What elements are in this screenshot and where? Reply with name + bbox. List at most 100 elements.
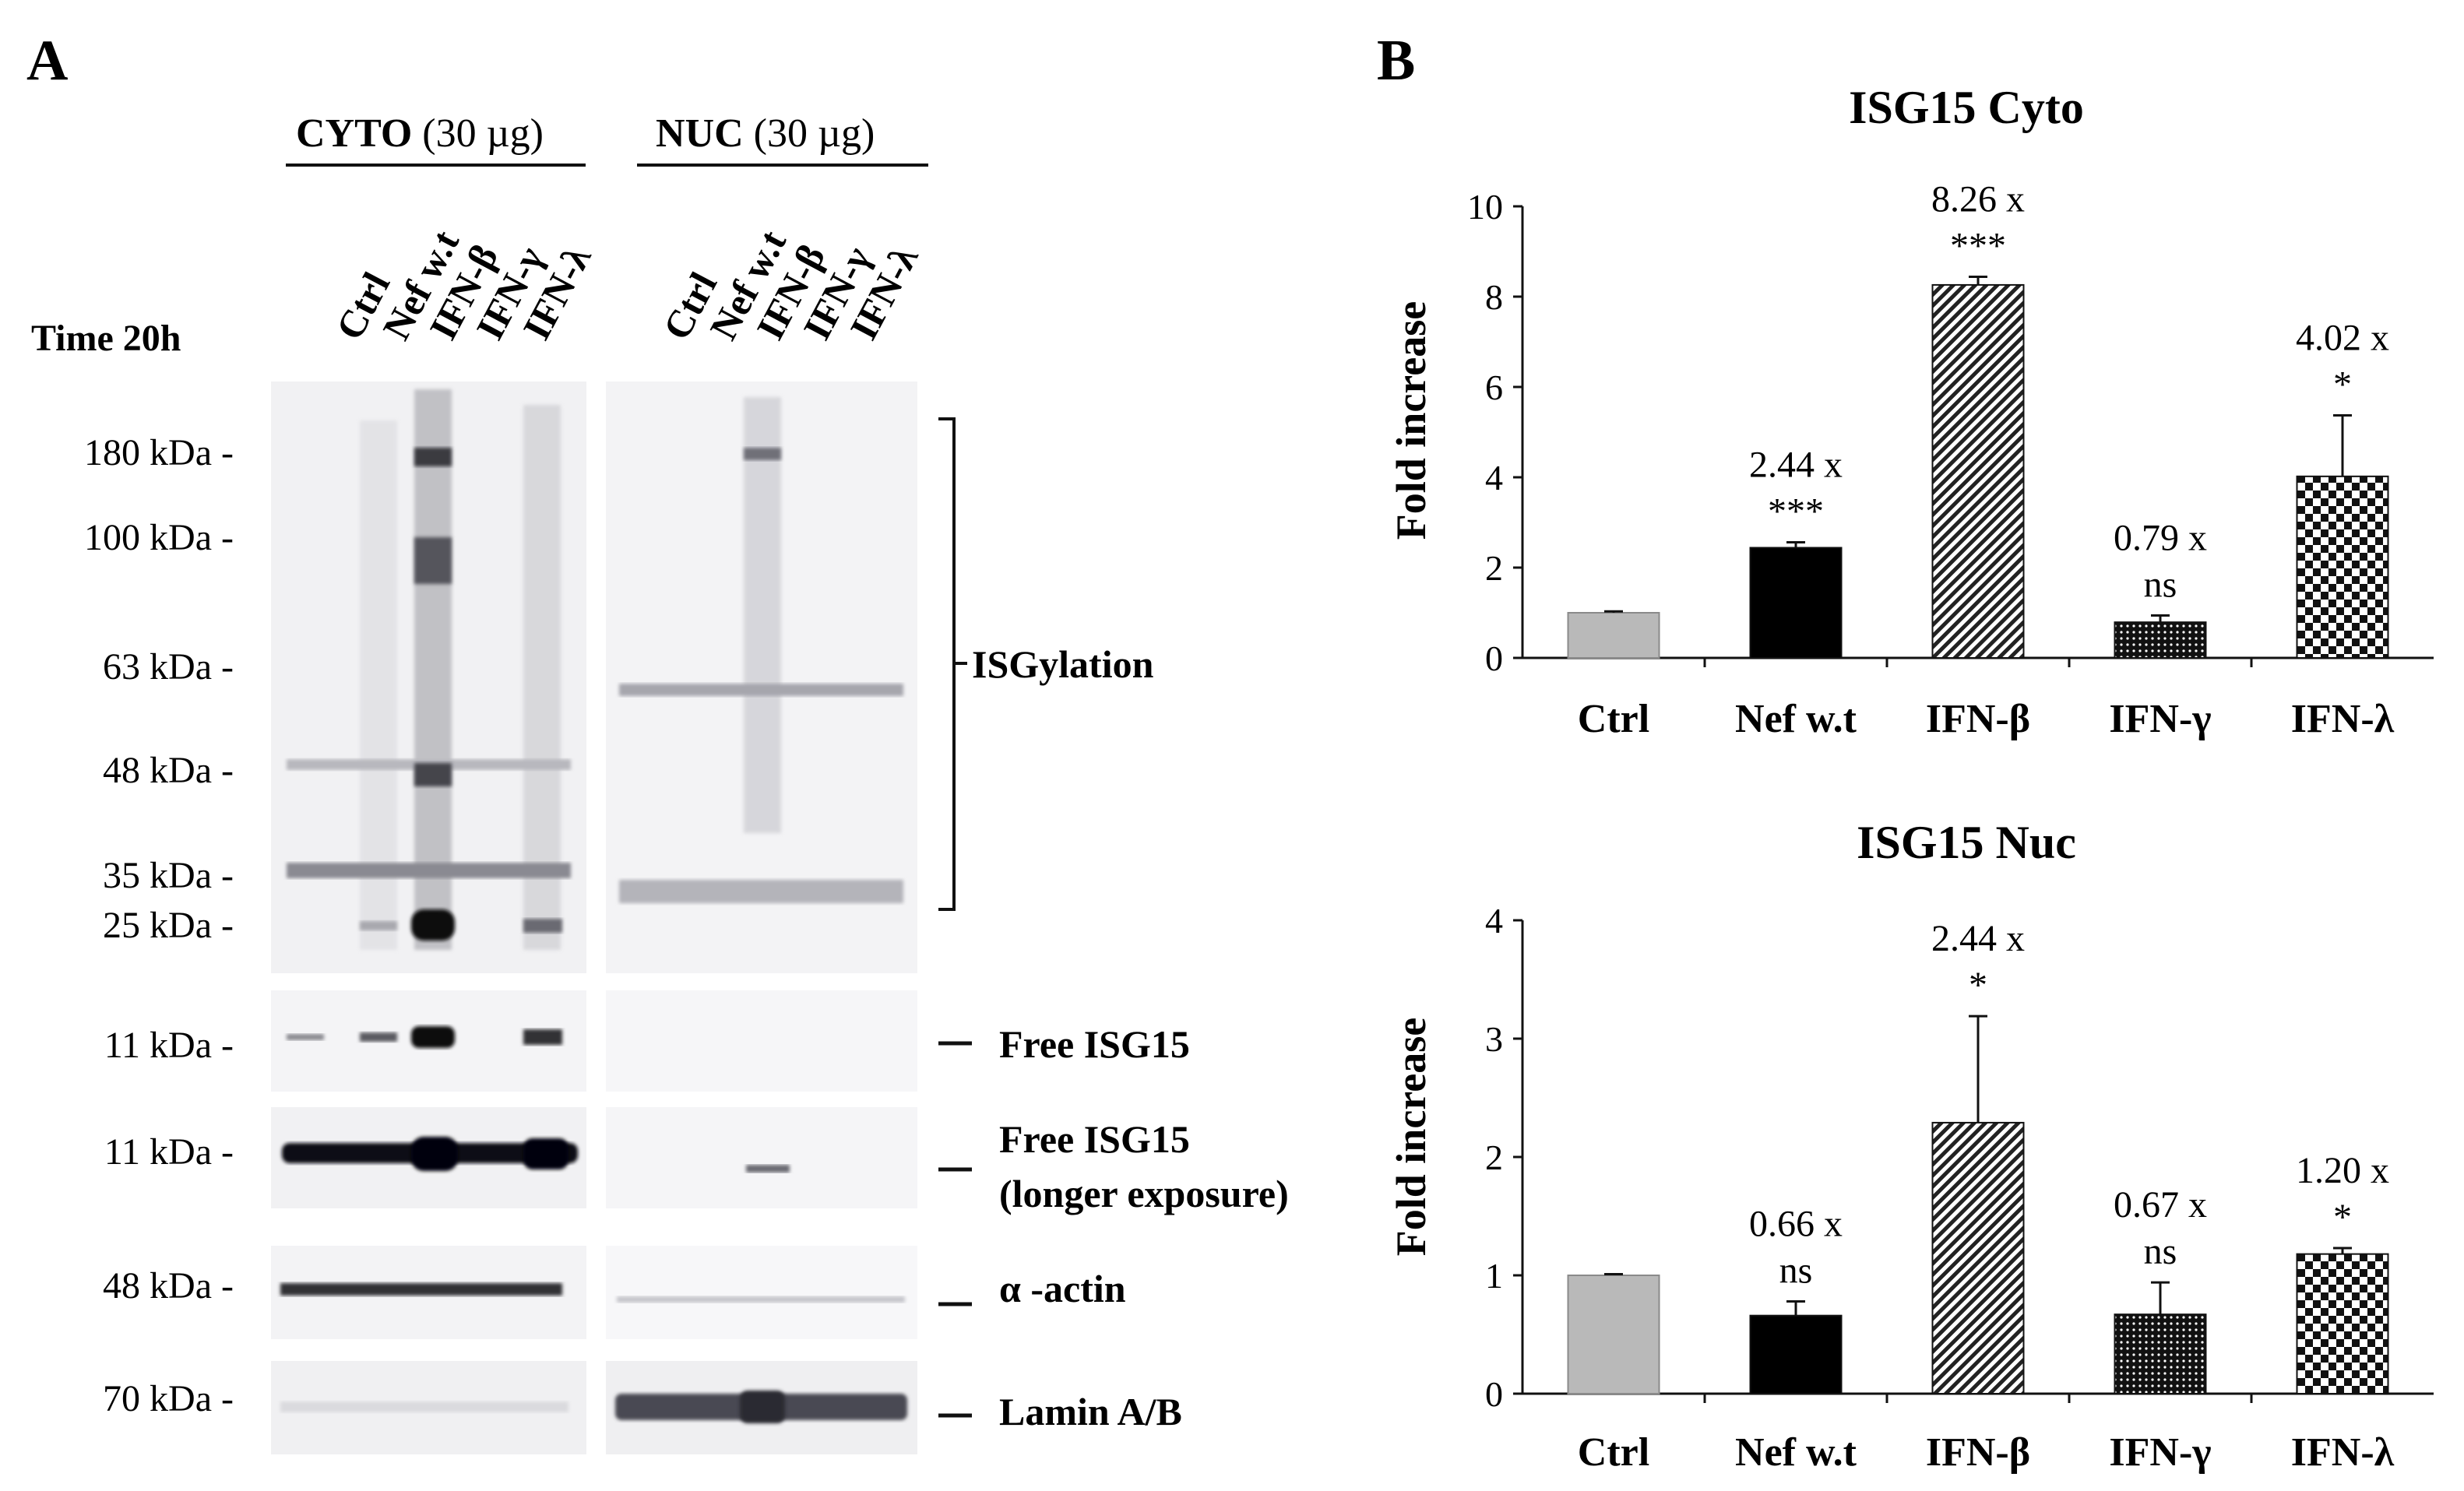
fold-change-label: 0.67 x (2114, 1184, 2207, 1226)
band-actin-nuc-row (617, 1296, 905, 1303)
x-tick-label: IFN-β (1926, 697, 2030, 741)
nuc-header-rest: (30 µg) (744, 111, 875, 156)
band-lamin-cyto-row (280, 1401, 568, 1412)
y-axis-label: Fold increase (1388, 301, 1434, 540)
fold-change-label: 2.44 x (1749, 445, 1843, 486)
band-nef-25 (360, 921, 397, 930)
bars (1567, 275, 2389, 659)
blot-free-isg15 (271, 990, 917, 1092)
y-tick-label: 10 (1467, 187, 1503, 227)
marker-labels: 180 kDa - 100 kDa - 63 kDa - 48 kDa - 35… (84, 432, 234, 1419)
significance-label: * (2333, 1197, 2352, 1238)
bars (1567, 1015, 2389, 1395)
significance-label: ns (2144, 564, 2177, 605)
blot-isgylation-cyto (271, 382, 586, 973)
significance-label: * (1969, 965, 1987, 1006)
band-ifn-beta-180 (414, 448, 452, 466)
marker-25: 25 kDa - (103, 905, 234, 946)
band-ifn-beta-48 (414, 763, 452, 786)
y-tick-label: 4 (1485, 901, 1503, 941)
cyto-header-bold: CYTO (296, 111, 412, 156)
bar-ifn- (2114, 621, 2207, 659)
blot-background-nuc (606, 1246, 917, 1339)
x-tick-label: IFN-λ (2291, 1430, 2395, 1475)
marker-48-actin: 48 kDa - (103, 1265, 234, 1306)
significance-label: ns (2144, 1231, 2177, 1272)
band-free-nef (360, 1032, 397, 1042)
blot-background-nuc (606, 990, 917, 1092)
marker-11-long: 11 kDa - (104, 1131, 234, 1173)
blot-actin (271, 1246, 917, 1339)
chart-isg15-cyto: ISG15 Cyto Fold increase 0 2 4 6 8 10 Ctrl Nef… (1388, 82, 2434, 741)
y-tick-label: 2 (1485, 1138, 1503, 1177)
significance-label: ns (1779, 1250, 1813, 1291)
x-tick-label: Nef w.t (1735, 1430, 1857, 1475)
band-ifn-beta-100 (414, 537, 452, 584)
bar-ctrl (1567, 612, 1660, 659)
chart-title: ISG15 Nuc (1857, 817, 2076, 868)
cyto-header: CYTO (30 µg) (296, 111, 544, 156)
x-tick-label: Ctrl (1578, 1430, 1649, 1475)
labels: Ctrl Nef w.t ns 0.66 x IFN-β * 2.44 x IFN-γ ns 0.… (1578, 918, 2395, 1475)
x-tick-label: Ctrl (1578, 697, 1649, 741)
smear-nuc-ifn-beta (744, 397, 781, 833)
cyto-lane-labels: Ctrl Nef w.t IFN-β IFN-γ IFN-λ (327, 223, 599, 346)
marker-63: 63 kDa - (103, 646, 234, 687)
free-isg15-long-label-2: (longer exposure) (999, 1172, 1289, 1215)
y-tick-label: 2 (1485, 548, 1503, 588)
significance-label: *** (1768, 491, 1824, 533)
band-free-ctrl (287, 1034, 324, 1040)
fold-change-label: 2.44 x (1931, 918, 2025, 959)
band-free-ifn-beta (411, 1026, 455, 1048)
isgylation-bracket (938, 417, 967, 911)
significance-label: * (2333, 364, 2352, 406)
free-isg15-label: Free ISG15 (999, 1022, 1190, 1066)
nuc-lane-labels: Ctrl Nef w.t IFN-β IFN-γ IFN-λ (654, 223, 926, 346)
band-nuc-ifn-beta-180 (744, 448, 781, 460)
y-tick-label: 0 (1485, 638, 1503, 678)
marker-35: 35 kDa - (103, 855, 234, 896)
bar-ifn- (1931, 283, 2025, 659)
significance-label: *** (1950, 225, 2006, 266)
x-tick-label: IFN-γ (2109, 1430, 2211, 1475)
band-free-ifn-lambda (523, 1029, 562, 1045)
chart-isg15-nuc: ISG15 Nuc Fold increase 0 1 2 3 4 Ctrl Nef w.… (1388, 817, 2434, 1475)
panel-a: A CYTO (30 µg) NUC (30 µg) Time 20h Ctrl… (26, 29, 1289, 1454)
band-actin-row (280, 1283, 562, 1296)
cyto-header-rest: (30 µg) (412, 111, 544, 156)
bar-ifn- (2296, 475, 2389, 659)
labels: Ctrl Nef w.t *** 2.44 x IFN-β *** 8.26 x IFN-γ n… (1578, 178, 2395, 741)
bar-nef-w-t (1749, 547, 1843, 659)
bar-ifn- (2114, 1313, 2207, 1395)
blot-background-nuc (606, 1107, 917, 1208)
fold-change-label: 8.26 x (1931, 178, 2025, 220)
fold-change-label: 1.20 x (2296, 1150, 2389, 1191)
blot-isgylation-nuc (606, 382, 917, 973)
nuc-header-bold: NUC (656, 111, 744, 156)
band-nuc-58-row (619, 684, 903, 696)
y-axis-label: Fold increase (1388, 1018, 1434, 1256)
panel-b-letter: B (1377, 29, 1415, 93)
bar-ctrl (1567, 1275, 1660, 1394)
y-tick-label: 8 (1485, 277, 1503, 317)
band-long-ifn-lambda (523, 1138, 568, 1169)
fold-change-label: 0.66 x (1749, 1203, 1843, 1244)
lamin-label: Lamin A/B (999, 1390, 1182, 1433)
x-tick-label: Nef w.t (1735, 697, 1857, 741)
bar-ifn- (2296, 1253, 2389, 1395)
band-35-row (287, 863, 571, 878)
bar-ifn- (1931, 1121, 2025, 1395)
smear-ifn-beta (414, 389, 452, 950)
marker-70-lamin: 70 kDa - (103, 1378, 234, 1419)
panel-a-letter: A (26, 29, 68, 93)
x-tick-label: IFN-β (1926, 1430, 2030, 1475)
marker-11-free: 11 kDa - (104, 1025, 234, 1066)
x-tick-label: IFN-γ (2109, 697, 2211, 741)
fold-change-label: 0.79 x (2114, 517, 2207, 558)
y-tick-label: 6 (1485, 367, 1503, 407)
band-long-ifn-beta (411, 1137, 458, 1171)
marker-48: 48 kDa - (103, 750, 234, 791)
isgylation-label: ISGylation (972, 642, 1154, 686)
